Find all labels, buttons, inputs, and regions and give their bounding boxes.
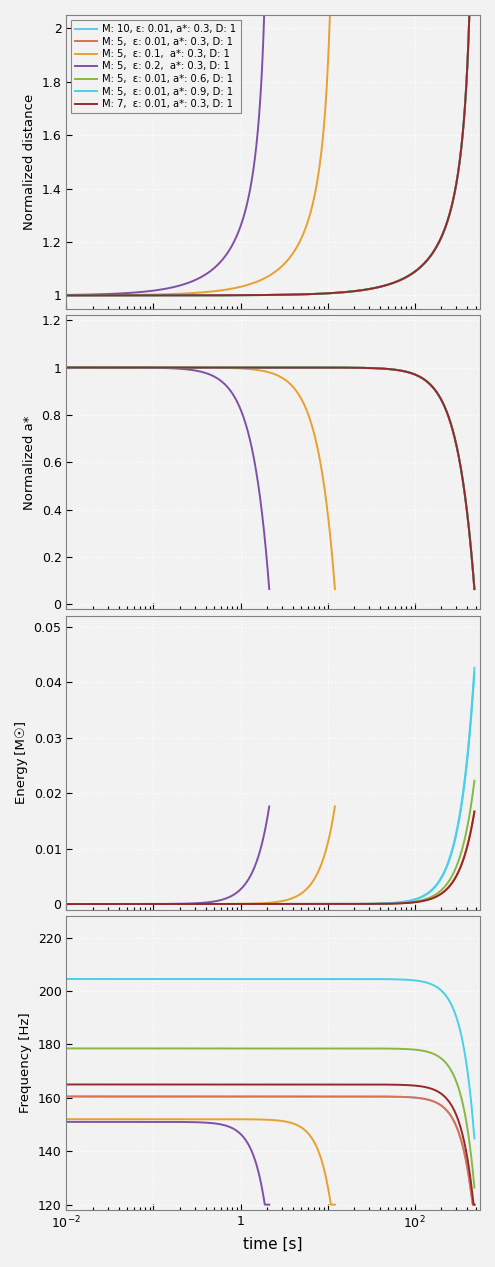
M: 5,  ε: 0.2,  a*: 0.3, D: 1: (0.106, 1.02): 5, ε: 0.2, a*: 0.3, D: 1: (0.106, 1.02) <box>153 283 159 298</box>
M: 10, ε: 0.01, a*: 0.3, D: 1: (1.16, 1): 10, ε: 0.01, a*: 0.3, D: 1: (1.16, 1) <box>243 288 249 303</box>
M: 5,  ε: 0.01, a*: 0.6, D: 1: (16.5, 1.01): 5, ε: 0.01, a*: 0.6, D: 1: (16.5, 1.01) <box>344 284 349 299</box>
M: 5,  ε: 0.01, a*: 0.3, D: 1: (0.01, 1): 5, ε: 0.01, a*: 0.3, D: 1: (0.01, 1) <box>63 288 69 303</box>
M: 5,  ε: 0.1,  a*: 0.3, D: 1: (1.31, 1.04): 5, ε: 0.1, a*: 0.3, D: 1: (1.31, 1.04) <box>248 276 254 291</box>
M: 10, ε: 0.01, a*: 0.3, D: 1: (45.1, 1.04): 10, ε: 0.01, a*: 0.3, D: 1: (45.1, 1.04) <box>382 277 388 293</box>
M: 7,  ε: 0.01, a*: 0.3, D: 1: (16.5, 1.01): 7, ε: 0.01, a*: 0.3, D: 1: (16.5, 1.01) <box>344 284 349 299</box>
Line: M: 7,  ε: 0.01, a*: 0.3, D: 1: M: 7, ε: 0.01, a*: 0.3, D: 1 <box>66 0 474 295</box>
Y-axis label: Normalized a*: Normalized a* <box>23 416 36 509</box>
Line: M: 5,  ε: 0.01, a*: 0.9, D: 1: M: 5, ε: 0.01, a*: 0.9, D: 1 <box>66 0 474 295</box>
Y-axis label: Energy [M☉]: Energy [M☉] <box>15 721 28 805</box>
M: 10, ε: 0.01, a*: 0.3, D: 1: (0.785, 1): 10, ε: 0.01, a*: 0.3, D: 1: (0.785, 1) <box>228 288 234 303</box>
M: 7,  ε: 0.01, a*: 0.3, D: 1: (54.7, 1.05): 7, ε: 0.01, a*: 0.3, D: 1: (54.7, 1.05) <box>389 276 395 291</box>
M: 5,  ε: 0.2,  a*: 0.3, D: 1: (0.721, 1.16): 5, ε: 0.2, a*: 0.3, D: 1: (0.721, 1.16) <box>225 245 231 260</box>
M: 5,  ε: 0.2,  a*: 0.3, D: 1: (0.398, 1.08): 5, ε: 0.2, a*: 0.3, D: 1: (0.398, 1.08) <box>203 267 209 283</box>
M: 5,  ε: 0.01, a*: 0.3, D: 1: (0.0301, 1): 5, ε: 0.01, a*: 0.3, D: 1: (0.0301, 1) <box>105 288 111 303</box>
M: 5,  ε: 0.2,  a*: 0.3, D: 1: (0.0875, 1.02): 5, ε: 0.2, a*: 0.3, D: 1: (0.0875, 1.02) <box>146 284 151 299</box>
M: 5,  ε: 0.1,  a*: 0.3, D: 1: (0.177, 1.01): 5, ε: 0.1, a*: 0.3, D: 1: (0.177, 1.01) <box>172 286 178 302</box>
M: 5,  ε: 0.01, a*: 0.3, D: 1: (1.16, 1): 5, ε: 0.01, a*: 0.3, D: 1: (1.16, 1) <box>243 288 249 303</box>
M: 5,  ε: 0.01, a*: 0.9, D: 1: (16.5, 1.01): 5, ε: 0.01, a*: 0.9, D: 1: (16.5, 1.01) <box>344 284 349 299</box>
M: 5,  ε: 0.01, a*: 0.3, D: 1: (45.1, 1.04): 5, ε: 0.01, a*: 0.3, D: 1: (45.1, 1.04) <box>382 277 388 293</box>
M: 5,  ε: 0.1,  a*: 0.3, D: 1: (0.228, 1.01): 5, ε: 0.1, a*: 0.3, D: 1: (0.228, 1.01) <box>182 286 188 302</box>
Legend: M: 10, ε: 0.01, a*: 0.3, D: 1, M: 5,  ε: 0.01, a*: 0.3, D: 1, M: 5,  ε: 0.1,  a*: M: 10, ε: 0.01, a*: 0.3, D: 1, M: 5, ε: … <box>71 20 241 113</box>
M: 10, ε: 0.01, a*: 0.3, D: 1: (54.7, 1.05): 10, ε: 0.01, a*: 0.3, D: 1: (54.7, 1.05) <box>389 276 395 291</box>
M: 5,  ε: 0.01, a*: 0.6, D: 1: (0.01, 1): 5, ε: 0.01, a*: 0.6, D: 1: (0.01, 1) <box>63 288 69 303</box>
Line: M: 5,  ε: 0.01, a*: 0.6, D: 1: M: 5, ε: 0.01, a*: 0.6, D: 1 <box>66 0 474 295</box>
M: 5,  ε: 0.01, a*: 0.9, D: 1: (0.0301, 1): 5, ε: 0.01, a*: 0.9, D: 1: (0.0301, 1) <box>105 288 111 303</box>
M: 5,  ε: 0.01, a*: 0.3, D: 1: (0.785, 1): 5, ε: 0.01, a*: 0.3, D: 1: (0.785, 1) <box>228 288 234 303</box>
M: 7,  ε: 0.01, a*: 0.3, D: 1: (0.01, 1): 7, ε: 0.01, a*: 0.3, D: 1: (0.01, 1) <box>63 288 69 303</box>
M: 5,  ε: 0.01, a*: 0.3, D: 1: (54.7, 1.05): 5, ε: 0.01, a*: 0.3, D: 1: (54.7, 1.05) <box>389 276 395 291</box>
M: 5,  ε: 0.1,  a*: 0.3, D: 1: (0.01, 1): 5, ε: 0.1, a*: 0.3, D: 1: (0.01, 1) <box>63 288 69 303</box>
M: 5,  ε: 0.01, a*: 0.9, D: 1: (0.785, 1): 5, ε: 0.01, a*: 0.9, D: 1: (0.785, 1) <box>228 288 234 303</box>
X-axis label: time [s]: time [s] <box>244 1237 303 1252</box>
M: 5,  ε: 0.01, a*: 0.6, D: 1: (45.1, 1.04): 5, ε: 0.01, a*: 0.6, D: 1: (45.1, 1.04) <box>382 277 388 293</box>
M: 5,  ε: 0.2,  a*: 0.3, D: 1: (0.0173, 1): 5, ε: 0.2, a*: 0.3, D: 1: (0.0173, 1) <box>84 288 90 303</box>
M: 5,  ε: 0.01, a*: 0.9, D: 1: (0.01, 1): 5, ε: 0.01, a*: 0.9, D: 1: (0.01, 1) <box>63 288 69 303</box>
M: 7,  ε: 0.01, a*: 0.3, D: 1: (45.1, 1.04): 7, ε: 0.01, a*: 0.3, D: 1: (45.1, 1.04) <box>382 277 388 293</box>
M: 5,  ε: 0.01, a*: 0.6, D: 1: (54.7, 1.05): 5, ε: 0.01, a*: 0.6, D: 1: (54.7, 1.05) <box>389 276 395 291</box>
Y-axis label: Normalized distance: Normalized distance <box>23 94 36 231</box>
M: 10, ε: 0.01, a*: 0.3, D: 1: (16.5, 1.01): 10, ε: 0.01, a*: 0.3, D: 1: (16.5, 1.01) <box>344 284 349 299</box>
M: 5,  ε: 0.1,  a*: 0.3, D: 1: (2.89, 1.1): 5, ε: 0.1, a*: 0.3, D: 1: (2.89, 1.1) <box>278 260 284 275</box>
M: 5,  ε: 0.1,  a*: 0.3, D: 1: (2.54, 1.09): 5, ε: 0.1, a*: 0.3, D: 1: (2.54, 1.09) <box>273 264 279 279</box>
Line: M: 5,  ε: 0.01, a*: 0.3, D: 1: M: 5, ε: 0.01, a*: 0.3, D: 1 <box>66 0 474 295</box>
M: 5,  ε: 0.2,  a*: 0.3, D: 1: (0.655, 1.14): 5, ε: 0.2, a*: 0.3, D: 1: (0.655, 1.14) <box>222 250 228 265</box>
M: 10, ε: 0.01, a*: 0.3, D: 1: (0.01, 1): 10, ε: 0.01, a*: 0.3, D: 1: (0.01, 1) <box>63 288 69 303</box>
M: 7,  ε: 0.01, a*: 0.3, D: 1: (0.0301, 1): 7, ε: 0.01, a*: 0.3, D: 1: (0.0301, 1) <box>105 288 111 303</box>
Line: M: 5,  ε: 0.2,  a*: 0.3, D: 1: M: 5, ε: 0.2, a*: 0.3, D: 1 <box>66 0 269 295</box>
Line: M: 10, ε: 0.01, a*: 0.3, D: 1: M: 10, ε: 0.01, a*: 0.3, D: 1 <box>66 0 474 295</box>
M: 5,  ε: 0.2,  a*: 0.3, D: 1: (0.01, 1): 5, ε: 0.2, a*: 0.3, D: 1: (0.01, 1) <box>63 288 69 303</box>
M: 5,  ε: 0.01, a*: 0.9, D: 1: (1.16, 1): 5, ε: 0.01, a*: 0.9, D: 1: (1.16, 1) <box>243 288 249 303</box>
M: 7,  ε: 0.01, a*: 0.3, D: 1: (0.785, 1): 7, ε: 0.01, a*: 0.3, D: 1: (0.785, 1) <box>228 288 234 303</box>
M: 5,  ε: 0.01, a*: 0.6, D: 1: (0.785, 1): 5, ε: 0.01, a*: 0.6, D: 1: (0.785, 1) <box>228 288 234 303</box>
M: 5,  ε: 0.01, a*: 0.9, D: 1: (54.7, 1.05): 5, ε: 0.01, a*: 0.9, D: 1: (54.7, 1.05) <box>389 276 395 291</box>
Line: M: 5,  ε: 0.1,  a*: 0.3, D: 1: M: 5, ε: 0.1, a*: 0.3, D: 1 <box>66 0 335 295</box>
M: 5,  ε: 0.01, a*: 0.3, D: 1: (16.5, 1.01): 5, ε: 0.01, a*: 0.3, D: 1: (16.5, 1.01) <box>344 284 349 299</box>
M: 5,  ε: 0.01, a*: 0.9, D: 1: (45.1, 1.04): 5, ε: 0.01, a*: 0.9, D: 1: (45.1, 1.04) <box>382 277 388 293</box>
M: 5,  ε: 0.01, a*: 0.6, D: 1: (1.16, 1): 5, ε: 0.01, a*: 0.6, D: 1: (1.16, 1) <box>243 288 249 303</box>
M: 7,  ε: 0.01, a*: 0.3, D: 1: (1.16, 1): 7, ε: 0.01, a*: 0.3, D: 1: (1.16, 1) <box>243 288 249 303</box>
M: 5,  ε: 0.1,  a*: 0.3, D: 1: (0.0206, 1): 5, ε: 0.1, a*: 0.3, D: 1: (0.0206, 1) <box>91 288 97 303</box>
M: 5,  ε: 0.01, a*: 0.6, D: 1: (0.0301, 1): 5, ε: 0.01, a*: 0.6, D: 1: (0.0301, 1) <box>105 288 111 303</box>
M: 10, ε: 0.01, a*: 0.3, D: 1: (0.0301, 1): 10, ε: 0.01, a*: 0.3, D: 1: (0.0301, 1) <box>105 288 111 303</box>
Y-axis label: Frequency [Hz]: Frequency [Hz] <box>19 1012 32 1114</box>
